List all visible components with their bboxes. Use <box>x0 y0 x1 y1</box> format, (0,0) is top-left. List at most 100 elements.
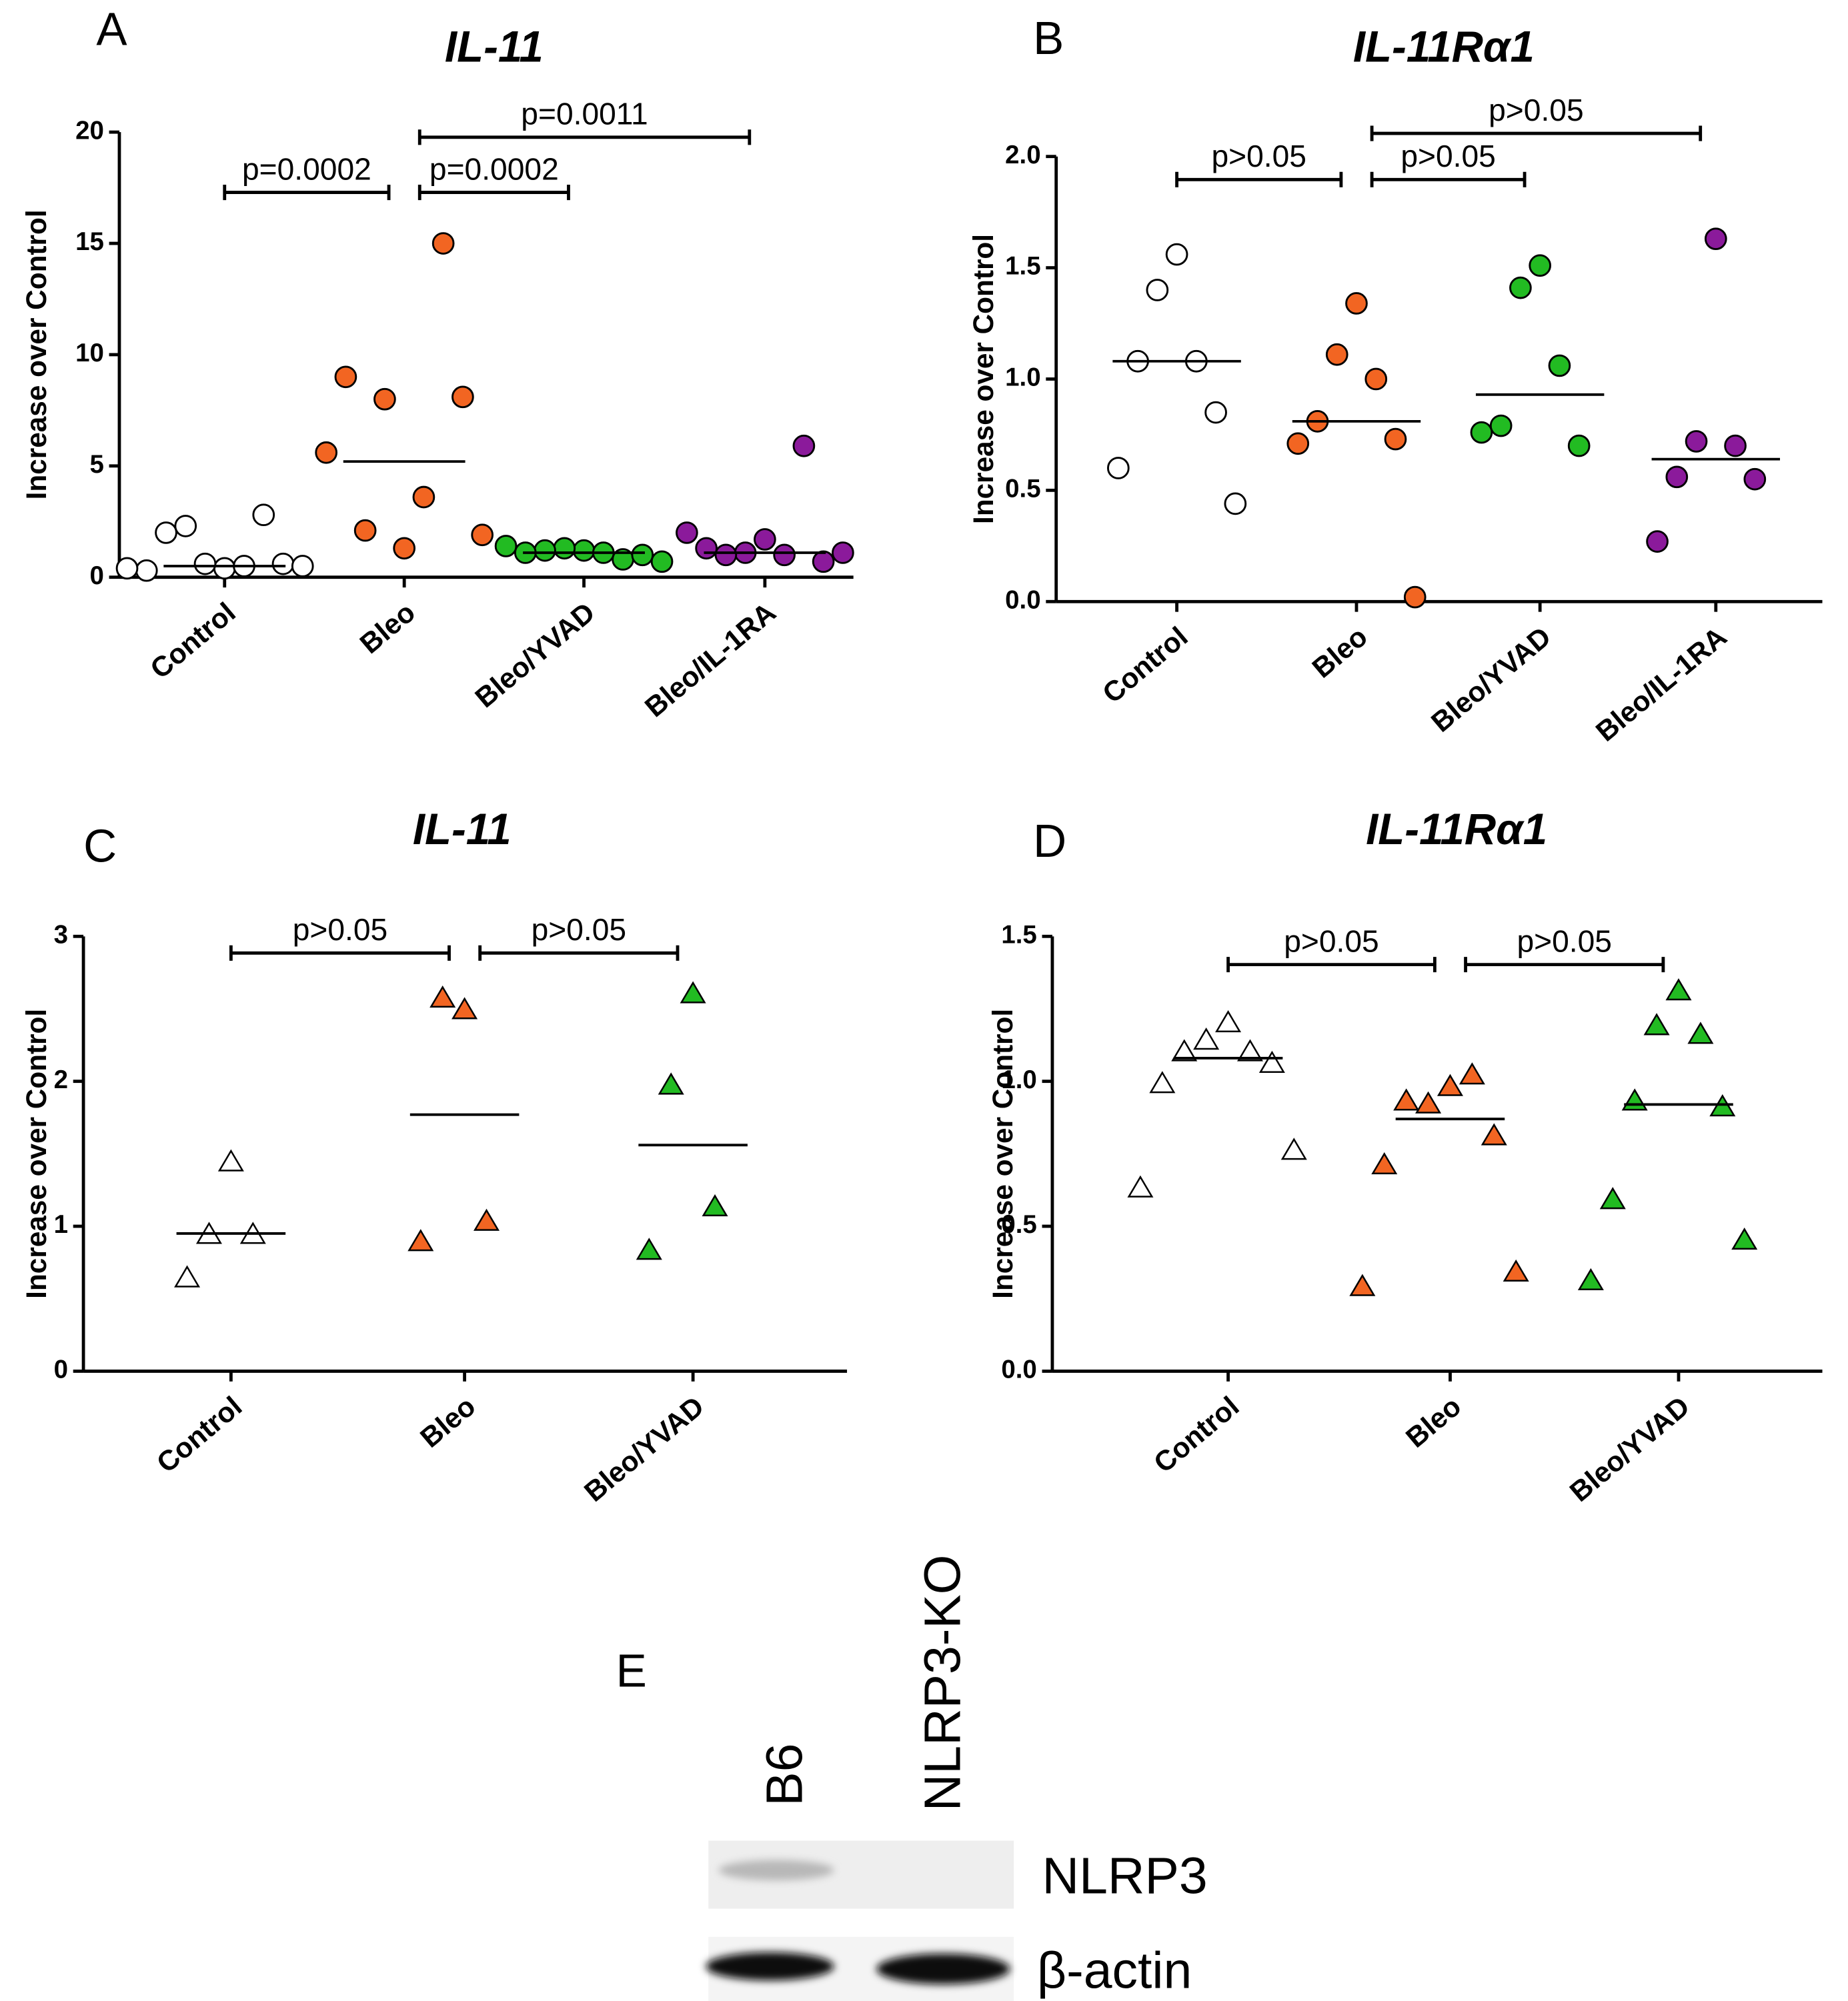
x-tick-label: Control <box>144 596 241 685</box>
chart-panel: A IL-11 Increase over Control 0 5 10 15 20 Contr… <box>21 3 854 723</box>
chart-title: IL-11Rα1 <box>1353 22 1535 71</box>
data-point <box>1489 414 1513 437</box>
p-value: p>0.05 <box>293 912 387 947</box>
data-point <box>1415 1091 1442 1114</box>
p-value: p=0.0002 <box>242 151 371 186</box>
data-point <box>1215 1010 1242 1033</box>
p-value: p>0.05 <box>532 912 626 947</box>
p-value: p>0.05 <box>1211 139 1306 173</box>
x-tick-label: Bleo <box>1400 1390 1467 1454</box>
data-point <box>334 365 357 389</box>
y-axis-label: Increase over Control <box>21 209 52 499</box>
x-tick-label: Bleo/IL-1RA <box>1590 621 1733 747</box>
blot-band <box>718 1860 834 1881</box>
data-point <box>1236 1039 1263 1062</box>
data-point <box>1567 434 1591 457</box>
panel-label: C <box>83 820 117 872</box>
x-tick-label: Bleo/YVAD <box>578 1390 710 1508</box>
data-point <box>676 521 698 544</box>
data-point <box>1146 279 1169 301</box>
data-point <box>572 539 596 562</box>
data-point <box>1325 343 1348 366</box>
data-point <box>473 1208 500 1231</box>
data-point <box>1258 1050 1285 1073</box>
lane-label: B6 <box>756 1743 814 1806</box>
blot-band <box>706 1952 834 1981</box>
p-value: p>0.05 <box>1489 93 1583 127</box>
data-point <box>832 541 854 564</box>
y-tick-label: 1 <box>54 1210 68 1239</box>
y-axis-label: Increase over Control <box>987 1009 1018 1299</box>
data-point <box>1665 465 1689 489</box>
band-label: NLRP3 <box>1042 1847 1208 1904</box>
data-point <box>1687 1022 1714 1044</box>
chart-title: IL-11 <box>413 805 512 853</box>
y-tick-label: 0 <box>54 1356 68 1384</box>
data-point <box>1280 1138 1307 1160</box>
data-point <box>431 232 455 255</box>
data-point <box>1349 1274 1376 1296</box>
data-point <box>174 515 197 537</box>
data-point <box>135 559 158 582</box>
p-value: p>0.05 <box>1401 139 1495 173</box>
data-point <box>1204 401 1227 424</box>
band-label: β-actin <box>1037 1942 1192 2000</box>
data-point <box>193 552 217 575</box>
x-tick-label: Bleo <box>354 596 421 659</box>
data-point <box>1743 467 1767 491</box>
data-point <box>1437 1074 1463 1096</box>
y-tick-label: 0.5 <box>1001 1210 1036 1239</box>
p-value: p>0.05 <box>1284 923 1378 958</box>
y-tick-label: 15 <box>75 227 104 256</box>
data-point <box>1509 276 1532 299</box>
x-tick-label: Bleo <box>1306 621 1373 684</box>
x-tick-label: Control <box>1148 1390 1244 1479</box>
blot-panel: E B6 NLRP3-KO NLRP3 β-actin <box>616 1554 1208 2001</box>
data-point <box>1724 434 1747 457</box>
data-point <box>1481 1123 1507 1146</box>
p-value: p>0.05 <box>1517 923 1611 958</box>
data-point <box>213 557 236 580</box>
data-point <box>451 385 474 409</box>
data-point <box>702 1194 728 1217</box>
p-value: p=0.0002 <box>429 151 559 186</box>
y-tick-label: 1.0 <box>1001 1066 1036 1094</box>
chart-title: IL-11Rα1 <box>1366 805 1547 853</box>
comparison-bracket <box>1175 171 1343 187</box>
data-point <box>252 503 275 527</box>
data-point <box>1393 1088 1420 1111</box>
p-value: p=0.0011 <box>521 97 648 131</box>
data-point <box>1286 432 1310 455</box>
data-point <box>1403 585 1427 609</box>
y-tick-label: 1.5 <box>1001 920 1036 949</box>
x-tick-label: Bleo/YVAD <box>1425 621 1557 738</box>
data-point <box>1548 354 1571 377</box>
data-point <box>1599 1187 1626 1210</box>
data-point <box>407 1229 434 1252</box>
y-tick-label: 3 <box>54 920 68 949</box>
data-point <box>553 537 576 560</box>
comparison-bracket <box>223 185 391 201</box>
lane-label: NLRP3-KO <box>914 1554 971 1811</box>
x-tick-label: Bleo/IL-1RA <box>639 596 782 723</box>
data-point <box>373 387 396 411</box>
y-tick-label: 2 <box>54 1066 68 1094</box>
x-tick-label: Bleo/YVAD <box>1564 1390 1695 1508</box>
chart-title: IL-11 <box>445 22 544 71</box>
data-point <box>1685 430 1708 453</box>
data-point <box>451 997 478 1020</box>
data-point <box>1345 292 1368 315</box>
data-point <box>773 543 796 567</box>
x-tick-label: Bleo/YVAD <box>469 596 600 713</box>
y-axis-label: Increase over Control <box>21 1009 52 1299</box>
comparison-bracket <box>1370 171 1527 187</box>
data-point <box>471 523 494 547</box>
data-point <box>1731 1228 1758 1250</box>
data-point <box>636 1238 662 1260</box>
data-point <box>1643 1013 1670 1036</box>
data-point <box>271 552 295 575</box>
data-point <box>155 521 177 544</box>
data-point <box>792 434 816 457</box>
chart-panel: C IL-11 Increase over Control 0 1 2 3 Control Bl… <box>21 805 848 1508</box>
data-point <box>393 537 415 560</box>
